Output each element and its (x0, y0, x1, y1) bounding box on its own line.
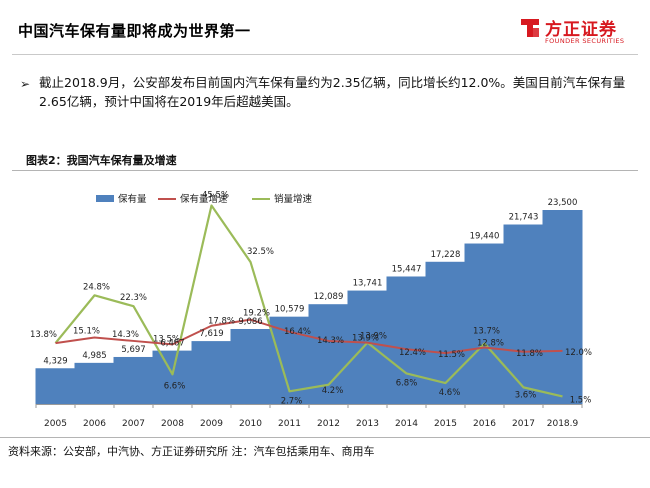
bar-value-label: 19,440 (470, 232, 500, 242)
x-tick-label: 2018.9 (547, 419, 579, 429)
holdings-growth-label: 19.2% (243, 309, 270, 319)
x-tick-label: 2012 (317, 419, 340, 429)
legend-swatch-holdings (96, 195, 114, 202)
x-tick-label: 2011 (278, 419, 301, 429)
sales-growth-label: 6.6% (164, 381, 186, 391)
sales-growth-label: 4.2% (322, 386, 344, 396)
bar-value-label: 13,741 (353, 279, 383, 289)
holdings-growth-label: 13.9% (360, 332, 387, 342)
sales-growth-label: 1.5% (570, 395, 592, 405)
x-tick-label: 2005 (44, 419, 67, 429)
bar-value-label: 21,743 (509, 213, 539, 223)
bar-value-label: 9,086 (238, 317, 262, 327)
figure-divider (12, 170, 638, 171)
sales-growth-label: 32.5% (247, 247, 274, 257)
x-tick-label: 2016 (473, 419, 496, 429)
source-divider (0, 437, 650, 438)
holdings-growth-label: 12.4% (399, 348, 426, 358)
bar-value-label: 15,447 (392, 264, 422, 274)
holdings-growth-label: 17.8% (208, 317, 235, 327)
x-tick-label: 2017 (512, 419, 535, 429)
bar-holdings (542, 210, 583, 404)
holdings-growth-label: 14.3% (317, 336, 344, 346)
sales-growth-label: 2.7% (281, 396, 303, 406)
sales-growth-label: 3.6% (515, 390, 537, 400)
bar-holdings (35, 368, 76, 404)
x-tick-label: 2015 (434, 419, 457, 429)
bar-value-label: 12,089 (314, 292, 344, 302)
bar-holdings (464, 243, 505, 404)
x-tick-label: 2013 (356, 419, 379, 429)
logo-en-text: FOUNDER SECURITIES (545, 37, 625, 45)
sales-growth-label: 24.8% (83, 282, 110, 292)
bar-holdings (74, 362, 115, 404)
x-tick-label: 2009 (200, 419, 223, 429)
sales-growth-label: 22.3% (120, 293, 147, 303)
holdings-growth-label: 13.8% (30, 330, 57, 340)
holdings-growth-label: 13.5% (153, 334, 180, 344)
sales-growth-label: 13.7% (473, 327, 500, 337)
summary-paragraph: 截止2018.9月，公安部发布目前国内汽车保有量约为2.35亿辆，同比增长约12… (39, 75, 626, 109)
bar-holdings (386, 276, 427, 404)
figure-title: 图表2：我国汽车保有量及增速 (26, 154, 177, 167)
legend-label-holdings-growth: 保有量增速 (180, 193, 228, 205)
sales-growth-label: 13.9% (352, 334, 379, 344)
header-divider (12, 54, 638, 55)
bar-holdings (503, 224, 544, 404)
bar-holdings (152, 350, 193, 404)
bar-holdings (113, 356, 154, 404)
bar-value-label: 7,619 (199, 329, 223, 339)
founder-logo-icon (521, 19, 539, 37)
x-tick-label: 2007 (122, 419, 145, 429)
x-tick-label: 2006 (83, 419, 106, 429)
holdings-growth-label: 11.8% (516, 349, 543, 359)
bar-value-label: 5,697 (121, 345, 145, 355)
bar-holdings (191, 341, 232, 404)
arrow-bullet-icon: ➢ (20, 77, 31, 91)
holdings-growth-label: 15.1% (73, 326, 100, 336)
holdings-growth-label: 12.8% (477, 338, 504, 348)
holdings-growth-label: 16.4% (284, 327, 311, 337)
holdings-growth-label: 12.0% (565, 348, 592, 358)
bar-holdings (347, 290, 388, 404)
logo-cn-text: 方正证券 (545, 20, 617, 40)
legend-label-holdings: 保有量 (118, 193, 147, 205)
bar-value-label: 23,500 (548, 198, 578, 208)
brand-logo: 方正证券 FOUNDER SECURITIES (519, 14, 637, 52)
x-tick-label: 2008 (161, 419, 184, 429)
sales-growth-label: 4.6% (439, 388, 461, 398)
legend-label-sales-growth: 销量增速 (274, 193, 313, 205)
bar-value-label: 6,467 (160, 339, 184, 349)
page-title: 中国汽车保有量即将成为世界第一 (18, 22, 251, 40)
bar-value-label: 4,985 (82, 351, 106, 361)
bar-holdings (230, 328, 271, 404)
holdings-growth-label: 14.3% (112, 330, 139, 340)
sales-growth-label: 6.8% (396, 378, 418, 388)
sales-growth-label: 45.5% (202, 191, 229, 201)
bar-value-label: 10,579 (275, 305, 305, 315)
bar-value-label: 4,329 (43, 356, 67, 366)
line-sales-growth (54, 204, 563, 398)
source-note: 资料来源：公安部，中汽协、方正证券研究所 注：汽车包括乘用车、商用车 (8, 445, 375, 458)
bar-value-label: 17,228 (431, 250, 461, 260)
line-holdings-growth (55, 318, 563, 355)
x-tick-label: 2010 (239, 419, 262, 429)
x-tick-label: 2014 (395, 419, 418, 429)
holdings-growth-label: 11.5% (438, 350, 465, 360)
